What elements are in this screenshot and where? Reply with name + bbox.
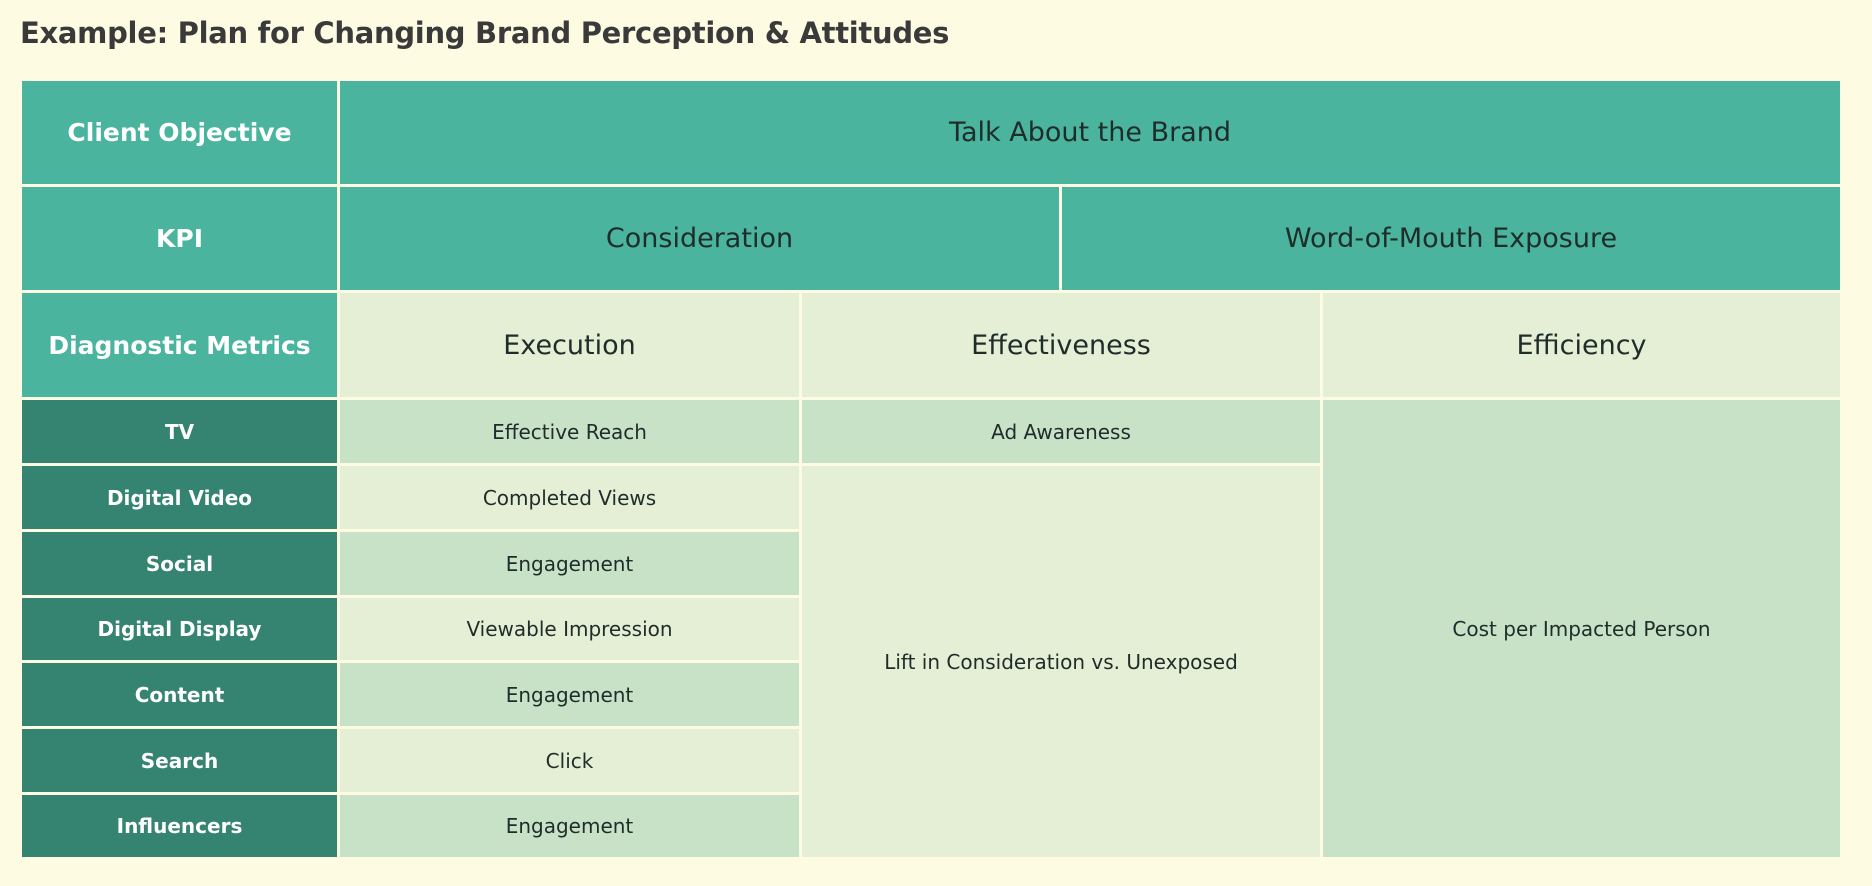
effectiveness-cell-other-channels: Lift in Consideration vs. Unexposed — [802, 466, 1320, 857]
column-header-effectiveness: Effectiveness — [802, 293, 1320, 397]
kpi-consideration: Consideration — [340, 187, 1059, 290]
column-header-execution: Execution — [340, 293, 799, 397]
channel-label-search: Search — [22, 729, 337, 792]
execution-cell-social: Engagement — [340, 532, 799, 595]
effectiveness-cell-tv: Ad Awareness — [802, 400, 1320, 463]
execution-cell-digital-video: Completed Views — [340, 466, 799, 529]
channel-label-influencers: Influencers — [22, 795, 337, 857]
diagnostic-metrics-label: Diagnostic Metrics — [22, 293, 337, 397]
channel-label-social: Social — [22, 532, 337, 595]
channel-label-digital-video: Digital Video — [22, 466, 337, 529]
channel-label-content: Content — [22, 663, 337, 726]
client-objective-value: Talk About the Brand — [340, 81, 1840, 184]
execution-cell-tv: Effective Reach — [340, 400, 799, 463]
execution-cell-influencers: Engagement — [340, 795, 799, 857]
client-objective-label: Client Objective — [22, 81, 337, 184]
execution-cell-digital-display: Viewable Impression — [340, 598, 799, 660]
efficiency-cell-all-channels: Cost per Impacted Person — [1323, 400, 1840, 857]
page-title: Example: Plan for Changing Brand Percept… — [20, 16, 950, 50]
kpi-word-of-mouth: Word-of-Mouth Exposure — [1062, 187, 1840, 290]
channel-label-digital-display: Digital Display — [22, 598, 337, 660]
channel-label-tv: TV — [22, 400, 337, 463]
execution-cell-search: Click — [340, 729, 799, 792]
column-header-efficiency: Efficiency — [1323, 293, 1840, 397]
execution-cell-content: Engagement — [340, 663, 799, 726]
kpi-label: KPI — [22, 187, 337, 290]
